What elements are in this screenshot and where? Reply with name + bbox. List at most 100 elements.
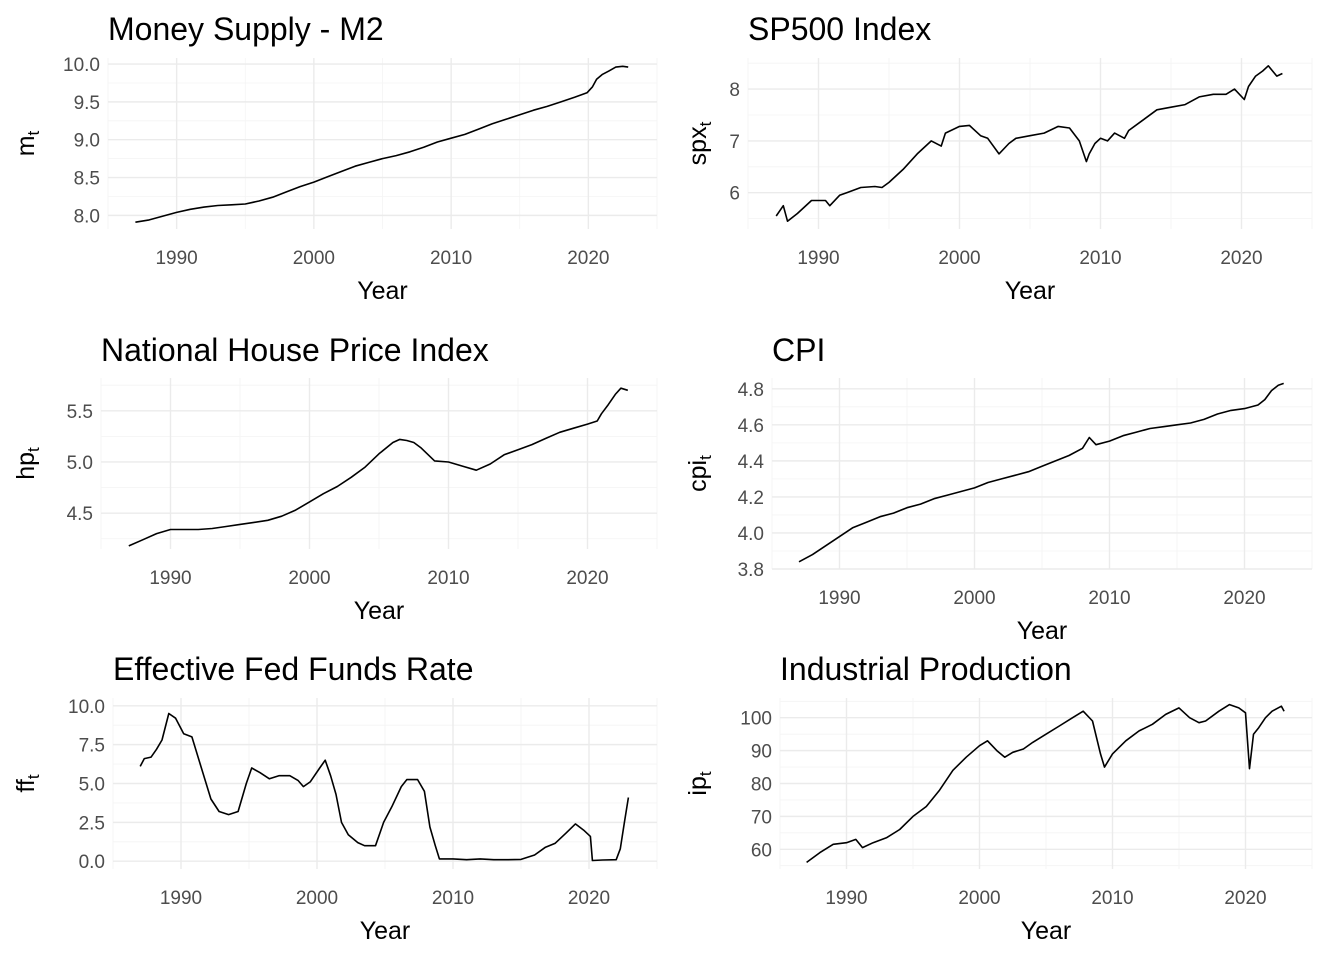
y-tick-label: 8.5 [74,169,100,190]
y-tick-label: 5.5 [67,402,93,423]
y-axis-label: cpit [684,455,715,492]
y-axis-label-base: spx [684,126,712,165]
y-axis-label-subscript: t [24,774,43,779]
y-axis-label-base: m [12,135,40,156]
tick-labels: 1990 2000 2010 2020 8.0 8.5 9.0 9.5 10.0 [63,55,610,269]
y-axis-label-subscript: t [696,455,715,460]
y-tick-label: 7.5 [79,736,105,757]
x-tick-label: 2000 [296,888,338,909]
y-tick-label: 8 [729,80,740,101]
grid-lines [779,698,1313,869]
y-tick-label: 4.8 [738,380,764,401]
series-line [139,712,630,862]
y-axis-label-subscript: t [24,130,43,135]
x-tick-label: 2000 [293,248,335,269]
x-tick-label: 2020 [566,568,608,589]
x-axis-label: Year [1005,277,1056,305]
y-axis-label-subscript: t [696,771,715,776]
x-tick-label: 2010 [1088,588,1130,609]
series-line [798,382,1284,563]
x-tick-label: 2010 [1091,888,1133,909]
y-tick-label: 3.8 [738,560,764,581]
series-line [128,387,629,547]
x-axis-label: Year [357,277,408,305]
y-tick-label: 7 [729,132,740,153]
y-tick-label: 4.2 [738,488,764,509]
x-axis-label: Year [1021,917,1072,945]
grid-lines [771,378,1313,570]
y-axis-label: ipt [684,771,715,795]
y-tick-label: 5.0 [79,775,105,796]
x-tick-label: 2000 [953,588,995,609]
grid-lines [107,58,658,229]
x-tick-label: 1990 [155,248,197,269]
x-tick-label: 2020 [568,888,610,909]
y-tick-label: 10.0 [63,55,100,76]
x-tick-label: 2000 [938,248,980,269]
tick-labels: 1990 2000 2010 2020 60 70 80 90 100 [740,709,1266,909]
x-tick-label: 2010 [1079,248,1121,269]
x-tick-label: 2000 [958,888,1000,909]
y-axis-label: spxt [684,121,715,165]
x-tick-label: 2010 [430,248,472,269]
y-tick-label: 4.5 [67,504,93,525]
grid-lines [747,58,1313,229]
x-tick-label: 2020 [1220,248,1262,269]
x-tick-label: 1990 [797,248,839,269]
series-line [806,703,1285,864]
y-tick-label: 6 [729,184,740,205]
grid-lines [100,378,658,549]
y-tick-label: 0.0 [79,852,105,873]
y-tick-label: 5.0 [67,453,93,474]
y-tick-label: 8.0 [74,206,100,227]
y-axis-label-subscript: t [24,447,43,452]
tick-labels: 1990 2000 2010 2020 3.8 4.0 4.2 4.4 4.6 4.8 [738,380,1266,609]
y-tick-label: 80 [751,775,772,796]
panel-sp500-index: SP500 Index 1990 2000 2010 2020 6 7 8 Year spx… [684,11,1313,305]
y-tick-label: 2.5 [79,813,105,834]
x-tick-label: 1990 [160,888,202,909]
y-axis-label-base: ff [12,779,40,792]
y-tick-label: 70 [751,807,772,828]
chart-title: Industrial Production [780,651,1072,687]
tick-labels: 1990 2000 2010 2020 6 7 8 [729,80,1262,269]
x-tick-label: 2000 [288,568,330,589]
x-tick-label: 2020 [1224,888,1266,909]
x-tick-label: 2010 [427,568,469,589]
panel-industrial-production: Industrial Production 1990 2000 2010 2020 60… [684,651,1313,945]
x-tick-label: 1990 [818,588,860,609]
panel-cpi: CPI 1990 2000 2010 2020 3.8 4.0 4.2 4.4 4.6 4.8 Y… [684,332,1313,645]
x-tick-label: 1990 [149,568,191,589]
x-axis-label: Year [360,917,411,945]
x-axis-label: Year [354,597,405,625]
x-tick-label: 1990 [825,888,867,909]
y-axis-label-base: ip [684,776,712,795]
panel-money-supply-m2: Money Supply - M2 1990 2000 2010 2020 8.0 8.5… [12,11,658,305]
chart-title: Effective Fed Funds Rate [113,651,473,687]
y-tick-label: 4.0 [738,524,764,545]
y-tick-label: 9.5 [74,93,100,114]
y-tick-label: 90 [751,742,772,763]
chart-title: CPI [772,332,825,368]
tick-labels: 1990 2000 2010 2020 0.0 2.5 5.0 7.5 10.0 [68,697,610,909]
y-axis-label: fft [12,774,43,792]
y-axis-label: hpt [12,447,43,480]
y-tick-label: 10.0 [68,697,105,718]
y-tick-label: 4.4 [738,452,765,473]
y-tick-label: 9.0 [74,131,100,152]
chart-title: Money Supply - M2 [108,11,384,47]
y-axis-label-subscript: t [696,121,715,126]
x-tick-label: 2010 [432,888,474,909]
y-axis-label-base: hp [12,452,40,480]
x-tick-label: 2020 [567,248,609,269]
chart-title: National House Price Index [101,332,489,368]
series-line [135,65,629,223]
grid-lines [112,698,658,869]
y-axis-label-base: cpi [684,460,712,492]
x-tick-label: 2020 [1223,588,1265,609]
panel-effective-fed-funds-rate: Effective Fed Funds Rate 1990 2000 2010 202… [12,651,658,945]
tick-labels: 1990 2000 2010 2020 4.5 5.0 5.5 [67,402,609,589]
chart-title: SP500 Index [748,11,931,47]
y-tick-label: 4.6 [738,416,764,437]
